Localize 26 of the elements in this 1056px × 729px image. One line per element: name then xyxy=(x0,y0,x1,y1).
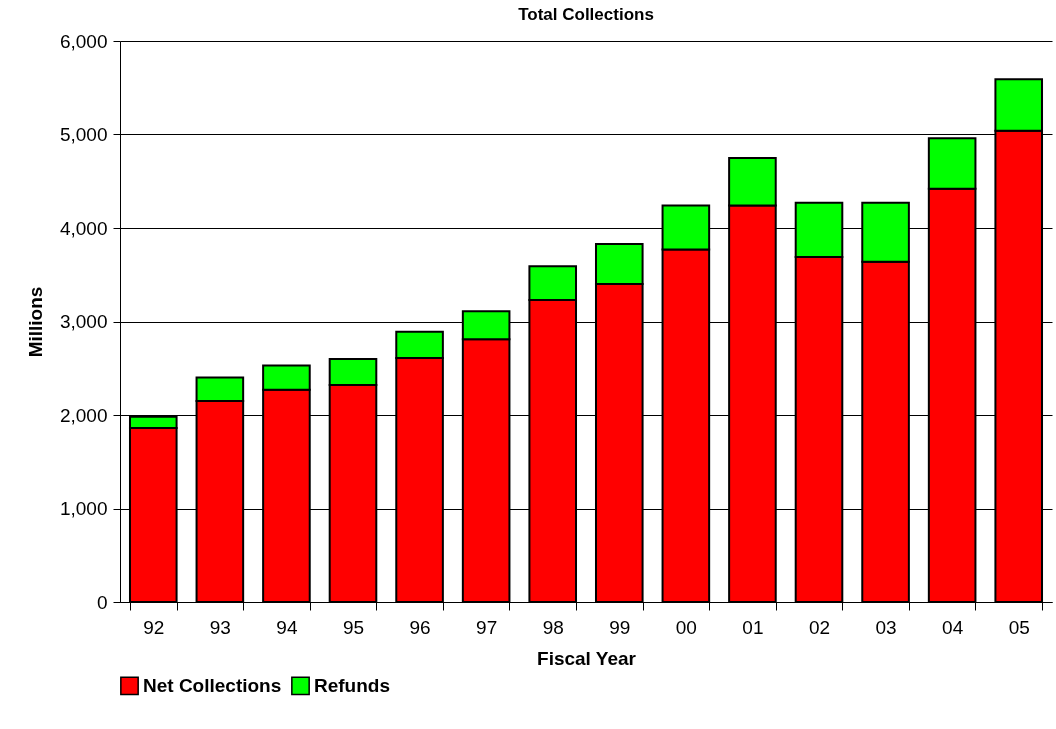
y-tick-label: 5,000 xyxy=(59,124,108,145)
x-tick-label: 97 xyxy=(476,616,498,638)
x-tick-label: 96 xyxy=(409,616,431,638)
y-tick-label: 2,000 xyxy=(59,404,108,426)
y-tick-label: 4,000 xyxy=(59,217,108,239)
y-tick-label: 6,000 xyxy=(59,30,108,52)
y-tick-label: 0 xyxy=(96,591,108,613)
chart-title: Total Collections xyxy=(518,5,654,24)
legend-label: Refunds xyxy=(314,674,390,696)
x-tick-label: 01 xyxy=(742,616,764,638)
x-tick-label: 92 xyxy=(143,616,165,638)
x-axis-title: Fiscal Year xyxy=(537,647,637,669)
x-tick-label: 04 xyxy=(942,616,964,638)
y-tick-label: 3,000 xyxy=(59,311,108,332)
x-tick-label: 02 xyxy=(808,616,831,638)
x-tick-label: 94 xyxy=(276,616,298,638)
x-tick-label: 95 xyxy=(342,616,365,638)
x-tick-label: 00 xyxy=(675,616,697,638)
legend-label: Net Collections xyxy=(143,674,282,696)
x-tick-label: 93 xyxy=(209,616,231,638)
x-tick-label: 99 xyxy=(609,616,631,638)
y-axis-title: Millions xyxy=(24,286,46,358)
x-tick-label: 98 xyxy=(542,616,564,638)
x-tick-label: 05 xyxy=(1008,616,1030,638)
x-tick-label: 03 xyxy=(875,616,897,638)
y-tick-label: 1,000 xyxy=(59,498,108,519)
